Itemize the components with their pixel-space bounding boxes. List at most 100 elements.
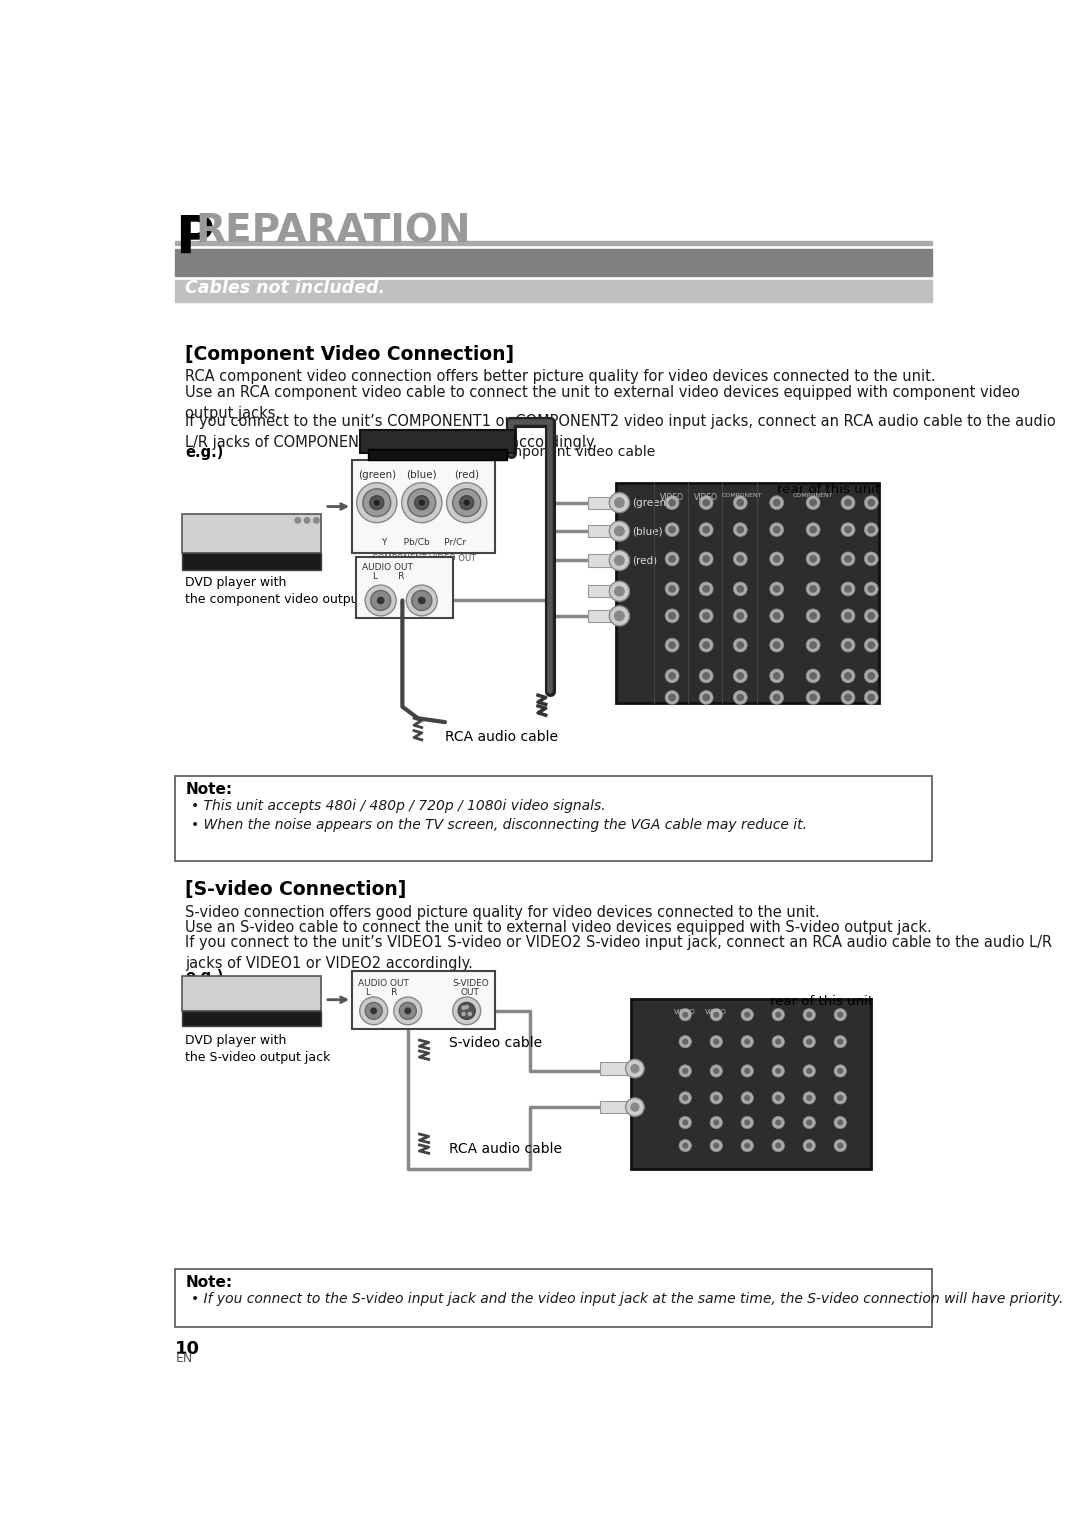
Circle shape (806, 668, 820, 682)
Circle shape (773, 641, 781, 649)
Text: If you connect to the unit’s COMPONENT1 or COMPONENT2 video input jacks, connect: If you connect to the unit’s COMPONENT1 … (186, 414, 1056, 450)
Circle shape (867, 526, 875, 534)
Circle shape (665, 668, 679, 682)
Circle shape (864, 496, 878, 510)
Circle shape (702, 641, 710, 649)
Circle shape (458, 1003, 475, 1019)
Circle shape (683, 1120, 688, 1126)
Text: Note:: Note: (186, 783, 232, 797)
Circle shape (737, 555, 744, 563)
Circle shape (699, 609, 713, 623)
Bar (589, 525, 616, 537)
Text: e.g.): e.g.) (186, 969, 224, 984)
Circle shape (669, 555, 676, 563)
Circle shape (741, 1091, 754, 1103)
Circle shape (415, 496, 429, 510)
Circle shape (806, 523, 820, 537)
Circle shape (867, 499, 875, 507)
Circle shape (453, 488, 481, 516)
Circle shape (837, 1012, 843, 1018)
Circle shape (699, 496, 713, 510)
Bar (631, 1000, 872, 1169)
Text: EN: EN (175, 1352, 192, 1364)
Circle shape (837, 1120, 843, 1126)
Text: 10: 10 (175, 1340, 200, 1358)
Circle shape (613, 586, 625, 597)
Circle shape (744, 1094, 751, 1100)
Circle shape (408, 488, 435, 516)
Circle shape (744, 1039, 751, 1045)
Circle shape (683, 1068, 688, 1074)
Text: S-video connection offers good picture quality for video devices connected to th: S-video connection offers good picture q… (186, 905, 820, 920)
Circle shape (702, 671, 710, 679)
Text: AUDIO OUT: AUDIO OUT (359, 978, 409, 987)
Circle shape (679, 1009, 691, 1021)
Circle shape (837, 1068, 843, 1074)
Circle shape (402, 482, 442, 523)
Circle shape (775, 1039, 781, 1045)
Circle shape (845, 612, 852, 620)
Circle shape (845, 499, 852, 507)
Circle shape (809, 641, 816, 649)
Text: COMPONENT: COMPONENT (721, 493, 762, 497)
Text: Use an S-video cable to connect the unit to external video devices equipped with: Use an S-video cable to connect the unit… (186, 920, 932, 935)
Text: e.g.): e.g.) (186, 446, 224, 459)
Text: [S-video Connection]: [S-video Connection] (186, 881, 407, 899)
Circle shape (809, 612, 816, 620)
Circle shape (710, 1036, 723, 1048)
Text: P: P (175, 212, 214, 264)
Circle shape (806, 552, 820, 566)
Bar (589, 496, 616, 508)
Circle shape (733, 609, 747, 623)
Text: REPARATION: REPARATION (195, 212, 471, 250)
Circle shape (741, 1036, 754, 1048)
Circle shape (834, 1117, 847, 1129)
Circle shape (669, 499, 676, 507)
Circle shape (733, 496, 747, 510)
Circle shape (744, 1120, 751, 1126)
Circle shape (845, 526, 852, 534)
Circle shape (625, 1097, 644, 1117)
Circle shape (665, 609, 679, 623)
Circle shape (374, 499, 380, 505)
Bar (589, 554, 616, 566)
Circle shape (419, 499, 424, 505)
Circle shape (669, 641, 676, 649)
Circle shape (772, 1009, 784, 1021)
Circle shape (710, 1117, 723, 1129)
Circle shape (845, 584, 852, 592)
Circle shape (683, 1094, 688, 1100)
Circle shape (770, 496, 784, 510)
Circle shape (669, 584, 676, 592)
Circle shape (806, 581, 820, 595)
Circle shape (305, 517, 310, 523)
Circle shape (710, 1140, 723, 1152)
Circle shape (867, 612, 875, 620)
Text: rear of this unit: rear of this unit (778, 484, 880, 496)
Circle shape (631, 1064, 639, 1073)
Circle shape (669, 694, 676, 702)
Circle shape (841, 581, 855, 595)
Bar (175, 241, 932, 244)
Circle shape (809, 499, 816, 507)
Circle shape (733, 668, 747, 682)
Text: • If you connect to the S-video input jack and the video input jack at the same : • If you connect to the S-video input ja… (191, 1293, 1063, 1306)
Text: VIDEO: VIDEO (660, 493, 684, 502)
Circle shape (713, 1120, 719, 1126)
Circle shape (733, 581, 747, 595)
Circle shape (613, 610, 625, 621)
Circle shape (741, 1009, 754, 1021)
Circle shape (804, 1091, 815, 1103)
Circle shape (665, 552, 679, 566)
Circle shape (770, 638, 784, 652)
Circle shape (744, 1068, 751, 1074)
Bar (175, 249, 932, 276)
Circle shape (404, 1007, 411, 1015)
Text: (red): (red) (454, 470, 480, 479)
Circle shape (679, 1091, 691, 1103)
Bar (175, 777, 932, 861)
Circle shape (370, 591, 391, 610)
Circle shape (809, 555, 816, 563)
Circle shape (834, 1036, 847, 1048)
Circle shape (744, 1143, 751, 1149)
